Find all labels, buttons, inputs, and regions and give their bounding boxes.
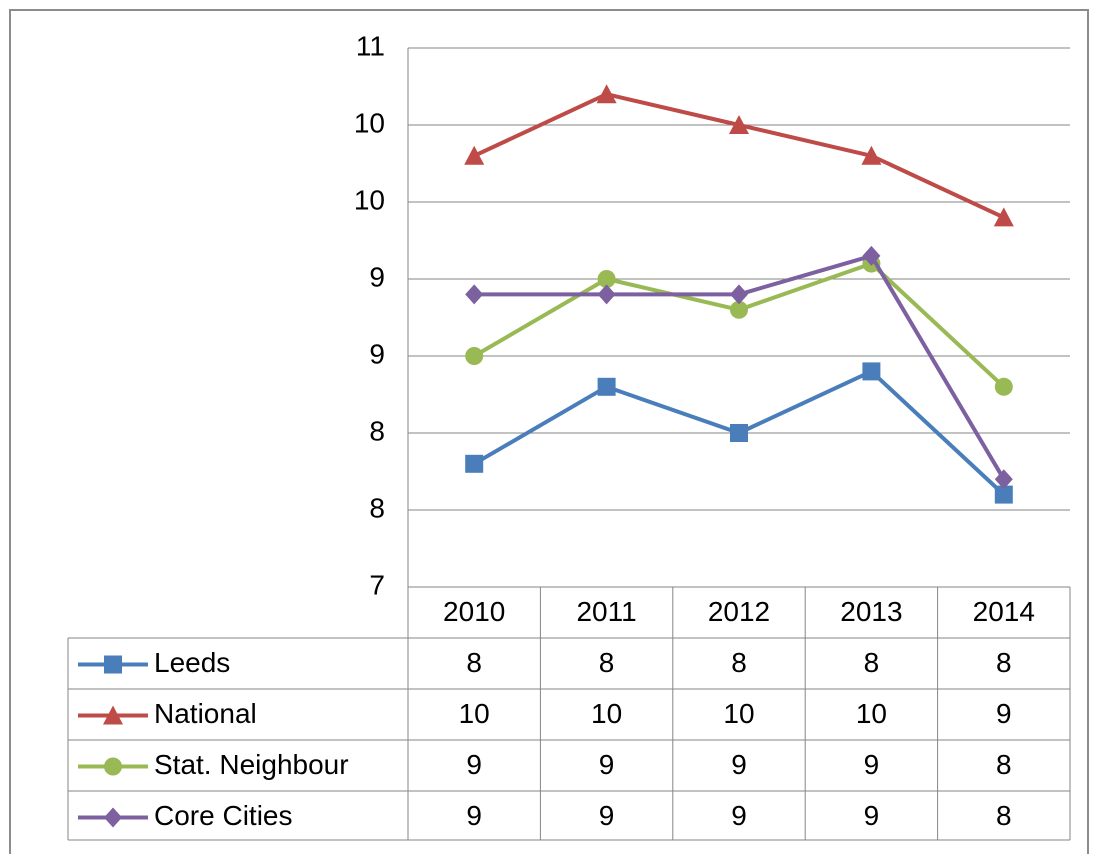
table-value: 9 <box>731 749 747 780</box>
table-value: 10 <box>459 698 490 729</box>
table-value: 9 <box>599 749 615 780</box>
x-tick-label: 2010 <box>443 596 505 627</box>
y-tick-label: 7 <box>369 569 385 600</box>
marker <box>730 284 748 305</box>
x-tick-label: 2013 <box>840 596 902 627</box>
marker <box>465 284 484 305</box>
marker <box>729 115 749 134</box>
y-tick-label: 8 <box>369 492 385 523</box>
marker <box>862 362 881 381</box>
legend-label: National <box>154 698 257 729</box>
table-value: 8 <box>731 647 747 678</box>
table-value: 9 <box>731 800 747 831</box>
marker <box>993 207 1014 227</box>
y-tick-label: 9 <box>369 338 385 369</box>
table-value: 9 <box>864 800 880 831</box>
y-tick-label: 10 <box>354 107 385 138</box>
table-value: 10 <box>856 698 887 729</box>
legend-label: Core Cities <box>154 800 292 831</box>
table-value: 8 <box>996 647 1012 678</box>
table-value: 8 <box>996 800 1012 831</box>
x-tick-label: 2014 <box>973 596 1035 627</box>
table-value: 8 <box>599 647 615 678</box>
table-value: 9 <box>996 698 1012 729</box>
marker <box>861 145 882 165</box>
table-value: 8 <box>466 647 482 678</box>
marker <box>596 84 617 104</box>
x-tick-label: 2011 <box>576 596 636 627</box>
marker <box>730 300 748 319</box>
legend-marker <box>104 757 122 776</box>
table-value: 10 <box>723 698 754 729</box>
marker <box>597 270 616 288</box>
marker <box>465 347 484 365</box>
legend-marker <box>103 705 123 725</box>
table-value: 9 <box>864 749 880 780</box>
marker <box>730 424 748 442</box>
marker <box>994 377 1013 396</box>
marker <box>994 469 1013 490</box>
table-value: 8 <box>864 647 880 678</box>
y-tick-label: 10 <box>354 184 385 215</box>
legend-marker <box>104 655 122 674</box>
legend-label: Stat. Neighbour <box>154 749 349 780</box>
chart-frame <box>9 9 1089 854</box>
marker <box>994 485 1013 504</box>
marker <box>597 377 616 396</box>
table-value: 8 <box>996 749 1012 780</box>
legend-label: Leeds <box>154 647 230 678</box>
y-tick-label: 8 <box>369 415 385 446</box>
marker <box>862 245 881 266</box>
table-value: 9 <box>466 800 482 831</box>
marker <box>597 284 616 305</box>
table-value: 9 <box>599 800 615 831</box>
y-tick-label: 11 <box>356 30 385 61</box>
y-tick-label: 9 <box>369 261 385 292</box>
marker <box>464 145 485 165</box>
marker <box>465 454 484 473</box>
x-tick-label: 2012 <box>708 596 770 627</box>
legend-marker <box>104 807 122 828</box>
table-value: 9 <box>466 749 482 780</box>
table-value: 10 <box>591 698 622 729</box>
